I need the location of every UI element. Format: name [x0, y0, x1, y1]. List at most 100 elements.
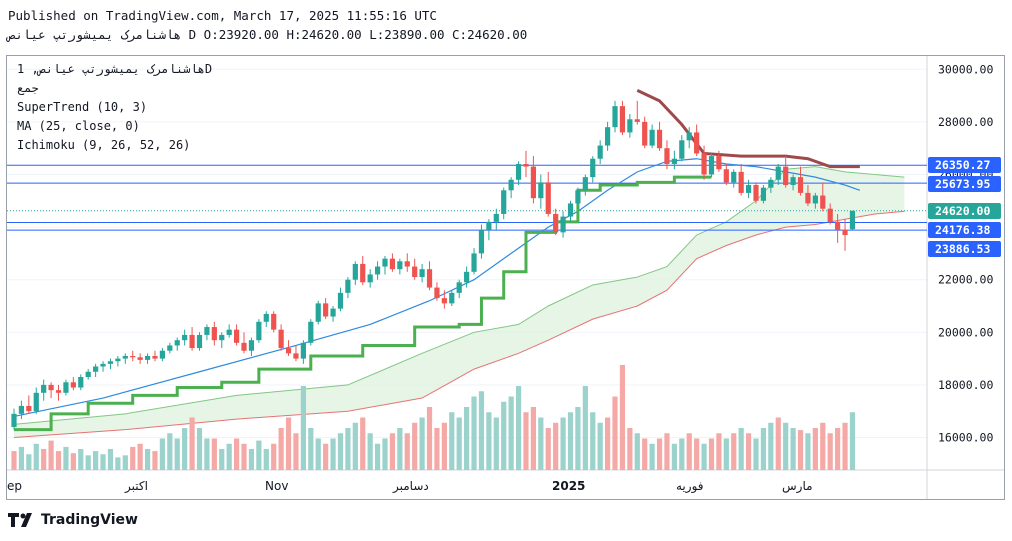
candle-body [285, 348, 292, 354]
supertrend-line [14, 88, 860, 432]
candle-body [144, 355, 151, 360]
candle-body [842, 229, 848, 235]
y-tick-label: 22000.00 [938, 273, 993, 287]
supertrend-up [14, 175, 712, 432]
volume-bar [738, 428, 744, 470]
volume-bar [85, 455, 91, 470]
candle-body [567, 203, 574, 217]
candle-body [723, 169, 729, 183]
price-tags: 26350.27 25673.95 24620.00 24176.38 23886.53 [928, 157, 1001, 257]
volume-bar [820, 422, 826, 470]
candle-body [545, 182, 551, 214]
volume-bar [849, 412, 856, 470]
volume-bar [612, 396, 618, 470]
candle-body [493, 213, 499, 222]
volume-bar [575, 407, 581, 470]
volume-bar [760, 428, 767, 470]
candle-body [241, 342, 247, 351]
candle-body [204, 327, 210, 335]
volume-bar [426, 407, 433, 470]
candle-body [85, 371, 91, 378]
volume-bar [315, 438, 321, 470]
candle-body [760, 187, 767, 201]
price-tag-label: 23886.53 [935, 242, 990, 256]
candle-body [367, 274, 373, 283]
candle-body [686, 132, 692, 141]
volume-bar [464, 407, 470, 470]
candle-body [441, 298, 447, 304]
volume-bar [152, 451, 158, 470]
legend-ma[interactable]: MA (25, close, 0) [17, 119, 140, 133]
candle-body [827, 208, 833, 222]
volume-bar [137, 443, 143, 470]
y-tick-label: 30000.00 [938, 62, 993, 76]
volume-bar [100, 454, 106, 470]
y-tick-label: 28000.00 [938, 115, 993, 129]
volume-bar [619, 365, 626, 470]
volume-bar [159, 438, 165, 470]
cloud-span-a [13, 166, 905, 425]
volume-bar [241, 443, 247, 470]
volume-bar [753, 438, 759, 470]
y-tick-label: 20000.00 [938, 325, 993, 339]
candle-body [93, 366, 99, 372]
candle-body [849, 210, 856, 230]
price-tag-label: 24620.00 [935, 204, 990, 218]
candle-body [486, 221, 492, 230]
candle-body [63, 382, 69, 393]
candle-body [189, 334, 195, 349]
volume-bar [530, 407, 536, 470]
candle-body [256, 321, 262, 341]
volume-bar [63, 446, 69, 470]
volume-bar [642, 438, 648, 470]
legend-supertrend[interactable]: SuperTrend (10, 3) [17, 100, 148, 114]
volume-bar [293, 433, 299, 470]
volume-bar [768, 422, 774, 470]
x-tick-label: Nov [265, 479, 288, 493]
volume-bar [486, 412, 492, 470]
candle-body [575, 190, 581, 204]
tradingview-logo: TradingView [8, 512, 138, 528]
volume-bar [55, 451, 62, 470]
volume-bar [493, 417, 499, 470]
candle-body [671, 158, 677, 164]
volume-bar [33, 443, 39, 470]
y-tick-label: 16000.00 [938, 431, 993, 445]
candle-body [41, 384, 47, 393]
candle-body [137, 357, 143, 360]
candle-body [248, 340, 255, 351]
candle-body [70, 382, 76, 388]
candle-body [471, 253, 477, 272]
legend-ichimoku[interactable]: Ichimoku (9, 26, 52, 26) [17, 138, 191, 152]
volume-bar [775, 417, 781, 470]
candle-body [753, 185, 759, 201]
candle-body [515, 163, 522, 180]
candle-body [775, 166, 781, 180]
volume-bar [382, 438, 388, 470]
volume-bar [271, 443, 277, 470]
volume-bar [835, 428, 841, 470]
candle-body [78, 377, 84, 388]
candle-body [271, 313, 277, 330]
volume-bar [219, 449, 225, 470]
chart-frame[interactable] [6, 55, 1005, 500]
candle-body [456, 282, 462, 293]
candle-body [26, 405, 32, 412]
candle-body [634, 119, 640, 122]
candle-body [196, 334, 203, 349]
candle-body [538, 182, 544, 199]
volume-bar [78, 449, 84, 470]
volume-bar [367, 433, 373, 470]
candle-body [434, 287, 440, 299]
candle-body [182, 334, 188, 341]
volume-bar [797, 430, 804, 470]
volume-bar [538, 417, 544, 470]
volume-bar [107, 449, 114, 470]
candle-body [590, 158, 596, 178]
candle-body [612, 106, 618, 128]
volume-bar [686, 433, 692, 470]
candle-body [360, 263, 366, 283]
cloud-span-b [13, 210, 905, 438]
logo-text: TradingView [41, 512, 138, 528]
